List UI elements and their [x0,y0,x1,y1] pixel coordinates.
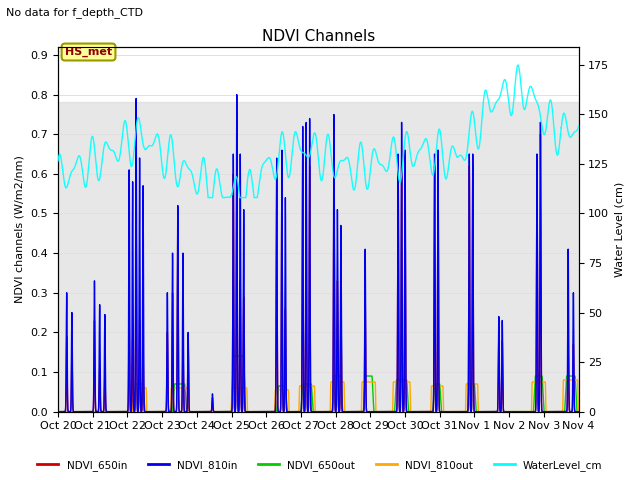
Y-axis label: NDVI channels (W/m2/nm): NDVI channels (W/m2/nm) [15,156,25,303]
Y-axis label: Water Level (cm): Water Level (cm) [615,182,625,277]
Legend: NDVI_650in, NDVI_810in, NDVI_650out, NDVI_810out, WaterLevel_cm: NDVI_650in, NDVI_810in, NDVI_650out, NDV… [33,456,607,475]
Text: No data for f_depth_CTD: No data for f_depth_CTD [6,7,143,18]
Bar [58,102,579,412]
Text: HS_met: HS_met [65,47,112,57]
Title: NDVI Channels: NDVI Channels [262,29,375,44]
